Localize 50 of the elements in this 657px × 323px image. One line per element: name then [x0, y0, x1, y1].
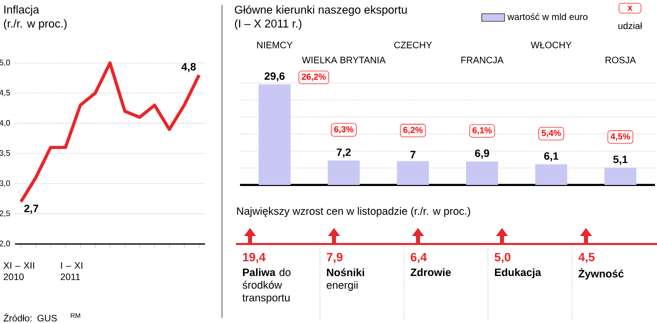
category-label: Zdrowie	[410, 268, 451, 276]
annotation: 5,4%	[542, 130, 561, 138]
category-label: Żywność	[578, 268, 624, 280]
x-tick-label: WŁOCHY	[530, 42, 572, 48]
data-label: 2,7	[24, 204, 38, 214]
text: udział	[618, 22, 642, 30]
text: Źródło: GUS	[4, 313, 57, 322]
text: Największy wzrost cen w listopadzie (r./r. w proc.)	[237, 207, 470, 217]
annotation: 6,1%	[472, 127, 492, 135]
chart-title: Główne kierunki naszego eksportu	[234, 5, 407, 16]
x-tick-label: FRANCJA	[461, 56, 504, 64]
bar	[604, 168, 636, 185]
bar	[535, 164, 568, 185]
bar	[396, 161, 429, 185]
line-series	[19, 61, 201, 204]
category-label: Edukacja	[494, 268, 542, 278]
data-label: 7	[410, 150, 416, 158]
text: 5,0	[494, 252, 510, 264]
chart-subtitle: (r./r. w proc.)	[4, 19, 67, 30]
category-label: Paliwa do środków transportu	[242, 268, 291, 304]
bar	[466, 162, 498, 185]
chart-subtitle: (I – X 2011 r.)	[234, 19, 302, 30]
annotation: 6,2%	[403, 126, 423, 134]
category-label: Nośniki energii	[326, 268, 364, 291]
text: I – XI 2011	[60, 262, 82, 280]
annotation: 6,3%	[334, 126, 354, 134]
bar	[258, 84, 291, 185]
text: x	[628, 6, 632, 10]
chart-title: Inflacja	[4, 5, 40, 16]
text: 7,9	[326, 252, 343, 264]
x-tick-label: NIEMCY	[257, 42, 293, 48]
y-tick-label: 2,0	[0, 240, 10, 248]
text: 4,5	[578, 252, 595, 264]
text: 6,4	[410, 252, 427, 264]
legend-label: wartość w mld euro	[507, 13, 588, 20]
text: 26,2%	[302, 74, 326, 82]
data-label: 4,8	[181, 63, 196, 72]
data-label: 7,2	[336, 148, 351, 158]
text: 19,4	[243, 252, 266, 264]
x-tick-label: ROSJA	[606, 56, 636, 64]
data-label: 5,1	[613, 156, 628, 165]
x-tick-label: CZECHY	[394, 42, 432, 48]
bar	[328, 160, 360, 185]
data-label: 6,9	[475, 150, 490, 159]
text: XI – XII 2010	[3, 262, 34, 280]
x-tick-label: WIELKA BRYTANIA	[302, 56, 386, 64]
data-label: 6,1	[544, 152, 558, 162]
annotation: 4,5%	[610, 133, 630, 141]
y-tick-label: 2,5	[0, 210, 10, 218]
data-label: 29,6	[264, 72, 285, 82]
